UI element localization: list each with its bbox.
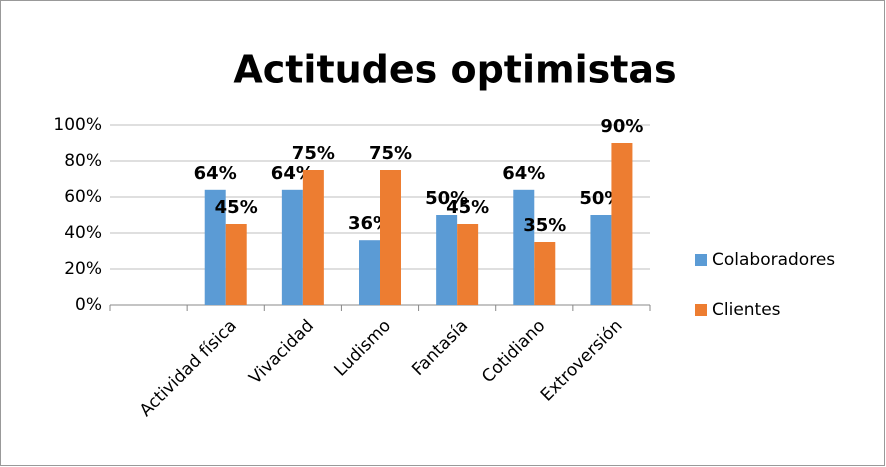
bar bbox=[513, 189, 535, 305]
legend-label: Colaboradores bbox=[712, 250, 835, 270]
value-label: 90% bbox=[600, 116, 643, 137]
value-label: 75% bbox=[369, 143, 412, 164]
bar bbox=[534, 242, 556, 305]
value-label: 50% bbox=[425, 188, 468, 209]
chart-title: Actitudes optimistas bbox=[233, 48, 676, 92]
y-tick-label: 100% bbox=[53, 115, 102, 135]
bar bbox=[302, 170, 324, 305]
y-tick-label: 60% bbox=[64, 187, 102, 207]
bar bbox=[359, 240, 380, 305]
value-label: 64% bbox=[502, 163, 545, 184]
value-label: 35% bbox=[523, 215, 566, 236]
value-label: 45% bbox=[446, 197, 489, 218]
value-label: 64% bbox=[194, 163, 237, 184]
bar bbox=[457, 224, 479, 305]
y-tick-label: 80% bbox=[64, 151, 102, 171]
bar bbox=[611, 143, 633, 305]
y-tick-label: 0% bbox=[75, 295, 102, 315]
bar bbox=[204, 189, 226, 305]
y-tick-label: 40% bbox=[64, 223, 102, 243]
legend-swatch bbox=[695, 304, 707, 316]
legend-label: Clientes bbox=[712, 300, 781, 320]
bar bbox=[281, 189, 303, 305]
value-label: 45% bbox=[215, 197, 258, 218]
bar bbox=[436, 215, 458, 305]
legend-swatch bbox=[695, 254, 707, 266]
bar bbox=[225, 224, 247, 305]
value-label: 75% bbox=[292, 143, 335, 164]
bar bbox=[380, 170, 401, 305]
y-tick-label: 20% bbox=[64, 259, 102, 279]
bar bbox=[590, 215, 612, 305]
